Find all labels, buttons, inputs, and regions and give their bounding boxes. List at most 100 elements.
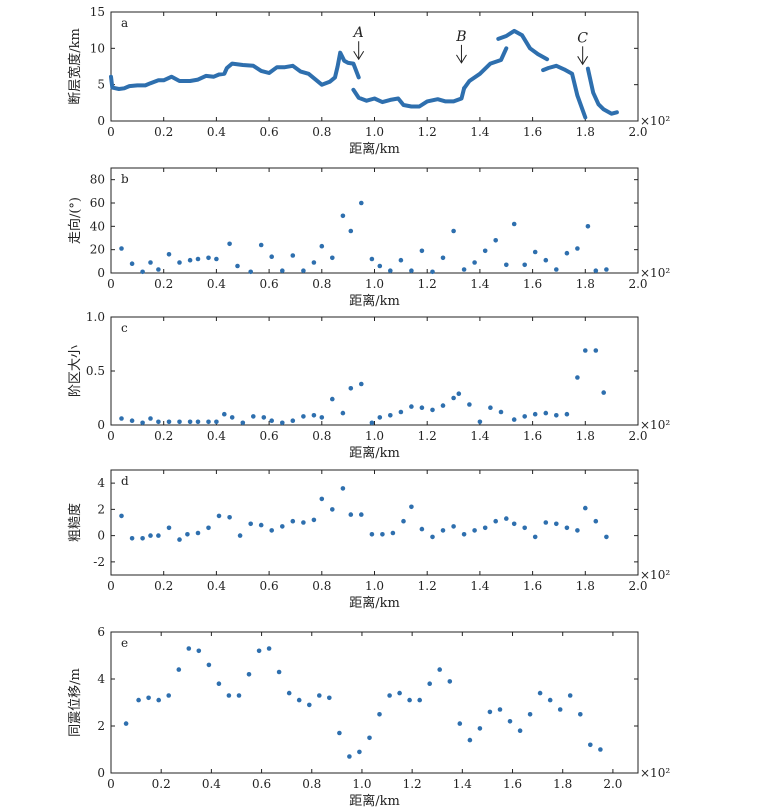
x-tick-label: 0.4	[207, 579, 226, 593]
series-line	[541, 63, 588, 120]
x-tick-label: 0	[107, 277, 115, 291]
data-point	[461, 532, 467, 537]
data-point	[437, 667, 443, 672]
y-axis-label: 走向/(°)	[67, 197, 83, 244]
data-point	[380, 532, 385, 537]
data-point	[390, 530, 396, 536]
data-point	[419, 248, 425, 254]
plot-frame	[110, 316, 639, 426]
x-tick-label: 1.0	[365, 429, 384, 443]
y-tick-label: 60	[90, 196, 105, 210]
data-point	[136, 697, 141, 703]
data-point	[461, 267, 467, 272]
data-point	[447, 679, 453, 684]
data-point	[185, 532, 190, 537]
data-point	[369, 420, 375, 426]
data-point	[229, 415, 235, 420]
data-point	[427, 681, 433, 686]
data-point	[129, 418, 135, 424]
data-point	[280, 268, 285, 274]
data-point	[206, 419, 211, 425]
data-point	[604, 267, 609, 272]
data-point	[388, 413, 393, 418]
data-point	[348, 512, 354, 517]
data-point	[397, 690, 402, 696]
data-point	[482, 525, 488, 531]
x-tick-label: 0.2	[154, 125, 173, 139]
x-tick-label: 1.2	[418, 277, 437, 291]
panel-b: 0 0.2 0.4 0.6 0.8 1.0 1.2 1.4 1.6 1.8 2.0 0 20 40 60 80…	[67, 167, 670, 309]
data-point	[451, 524, 456, 529]
data-point	[369, 256, 375, 262]
data-point	[583, 505, 588, 511]
data-point	[487, 709, 493, 715]
data-point	[504, 516, 509, 521]
series-line	[462, 46, 509, 91]
data-point	[511, 521, 517, 527]
data-point	[493, 238, 499, 243]
data-point	[532, 249, 538, 255]
y-tick-label: 20	[90, 243, 105, 257]
y-tick-label: 5	[97, 78, 105, 92]
data-point	[359, 381, 364, 387]
x-tick-label: 0.6	[252, 777, 271, 791]
data-point	[236, 693, 242, 698]
data-point	[554, 521, 559, 527]
data-point	[248, 521, 253, 527]
data-point	[195, 256, 201, 262]
data-point	[440, 255, 446, 261]
data-point	[227, 515, 232, 520]
x-axis-label: 距离/km	[349, 141, 400, 157]
panel-letter: d	[121, 474, 129, 488]
data-point	[377, 415, 383, 420]
series-line	[109, 50, 361, 91]
data-point	[401, 518, 406, 524]
data-point	[409, 268, 414, 274]
x-tick-label: 1.4	[470, 125, 489, 139]
data-point	[472, 260, 477, 265]
x-tick-label: 1.8	[576, 277, 595, 291]
y-tick-label: 0.5	[86, 364, 105, 378]
data-point	[140, 269, 145, 275]
data-point	[176, 667, 182, 672]
data-point	[256, 648, 262, 654]
data-point	[177, 537, 182, 542]
x-tick-label: 2.0	[628, 429, 647, 443]
data-point	[311, 413, 317, 418]
annotation-arrow-head	[456, 54, 467, 64]
data-point	[507, 719, 513, 724]
data-point	[251, 414, 256, 419]
data-point	[177, 260, 182, 265]
x-tick-label: 0.4	[202, 777, 221, 791]
data-point	[140, 420, 145, 426]
data-point	[148, 260, 153, 265]
panel-letter: b	[121, 172, 129, 186]
data-point	[195, 419, 201, 425]
x-tick-label: 1.2	[418, 125, 437, 139]
x-multiplier-label: ×10²	[640, 266, 670, 280]
x-tick-label: 1.6	[523, 277, 542, 291]
annotation-label: C	[577, 30, 588, 46]
data-point	[575, 528, 580, 533]
x-tick-label: 0.6	[260, 125, 279, 139]
data-point	[214, 256, 219, 262]
y-tick-label: 4	[97, 672, 105, 686]
panel-letter: c	[121, 321, 128, 335]
y-tick-label: 0	[97, 266, 105, 280]
data-point	[206, 255, 211, 261]
data-point	[357, 749, 362, 755]
data-point	[593, 518, 599, 524]
data-point	[222, 411, 227, 417]
y-tick-label: 4	[97, 476, 105, 490]
data-point	[330, 507, 335, 512]
data-point	[156, 267, 161, 272]
y-axis-label: 断层宽度/km	[67, 28, 83, 105]
data-point	[387, 693, 392, 698]
x-multiplier-label: ×10²	[640, 568, 670, 582]
data-point	[451, 395, 456, 401]
data-point	[554, 413, 559, 418]
data-point	[290, 418, 296, 424]
data-point	[129, 261, 135, 267]
data-point	[398, 257, 404, 263]
data-point	[527, 712, 533, 717]
